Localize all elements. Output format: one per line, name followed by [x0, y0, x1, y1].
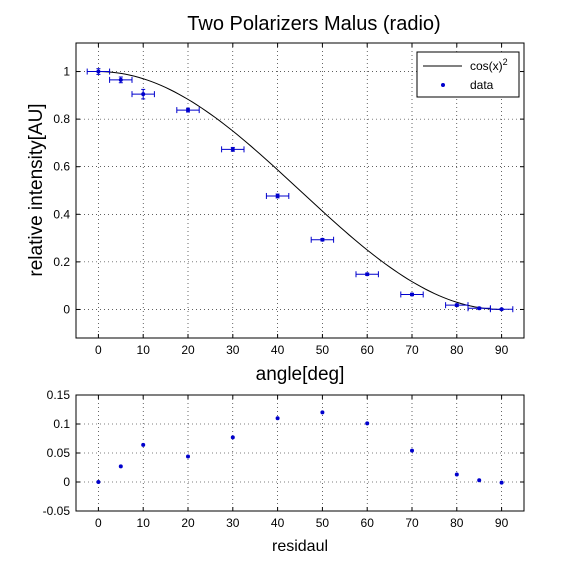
residual-x-tick-label: 10 [137, 516, 151, 530]
data-point [320, 237, 325, 242]
data-point [186, 108, 190, 113]
residual-point [320, 410, 325, 415]
residual-x-tick-label: 60 [361, 516, 375, 530]
residual-point [186, 454, 190, 459]
main-x-tick-label: 60 [361, 343, 375, 357]
data-point [230, 147, 235, 152]
data-point [141, 92, 146, 97]
main-x-tick-label: 70 [405, 343, 419, 357]
main-x-axis-label: angle[deg] [256, 364, 345, 385]
main-y-tick-label: 0.6 [53, 160, 70, 174]
legend-model-label: cos(x)2 [470, 57, 508, 73]
model-curve [98, 71, 502, 310]
residual-y-tick-label: 0 [63, 475, 70, 489]
residual-y-tick-label: 0.05 [47, 446, 71, 460]
residual-plot-grid [76, 394, 524, 512]
legend-data-label: data [470, 78, 494, 92]
residual-point [499, 480, 504, 485]
main-plot-grid [76, 43, 524, 338]
model-curve-group [98, 71, 502, 310]
data-point [118, 77, 123, 82]
data-point [454, 303, 459, 308]
main-x-tick-label: 40 [271, 343, 285, 357]
residual-y-tick-label: 0.15 [47, 388, 71, 402]
chart-title: Two Polarizers Malus (radio) [187, 13, 440, 35]
residual-plot-axes: 0 10 20 30 40 50 60 70 80 90 -0.05 0 0.05 0.1 0.15 [43, 388, 525, 530]
data-point [499, 307, 504, 312]
residual-y-tick-label: -0.05 [43, 504, 71, 518]
residual-point [118, 464, 123, 469]
main-x-tick-label: 0 [95, 343, 102, 357]
main-x-tick-label: 90 [495, 343, 509, 357]
residual-point [454, 472, 459, 477]
legend-model-label-base: cos(x) [470, 59, 503, 73]
main-y-tick-label: 0.2 [53, 255, 70, 269]
residual-point [477, 478, 482, 483]
residual-x-tick-label: 70 [405, 516, 419, 530]
residual-x-tick-label: 20 [181, 516, 195, 530]
data-point [96, 69, 101, 74]
main-x-tick-label: 30 [226, 343, 240, 357]
main-y-tick-label: 0 [63, 302, 70, 316]
residual-point [230, 435, 235, 440]
main-y-axis-label: relative intensity[AU] [26, 103, 47, 276]
residual-x-tick-label: 50 [316, 516, 330, 530]
data-point [410, 292, 414, 297]
main-y-tick-label: 1 [63, 65, 70, 79]
data-points-group [86, 68, 514, 313]
data-point [477, 306, 482, 311]
residual-point [141, 442, 146, 447]
legend-box [416, 51, 520, 98]
legend-data-marker [441, 83, 445, 87]
main-x-tick-label: 10 [137, 343, 151, 357]
residual-point [365, 421, 370, 426]
legend-model-label-exponent: 2 [503, 57, 508, 67]
main-x-tick-label: 80 [450, 343, 464, 357]
main-y-tick-label: 0.8 [53, 112, 70, 126]
residual-plot-ticks: 0 10 20 30 40 50 60 70 80 90 -0.05 0 0.05 0.1 0.15 [43, 388, 524, 530]
main-y-tick-label: 0.4 [53, 207, 70, 221]
residual-y-tick-label: 0.1 [53, 417, 70, 431]
residual-point [275, 416, 280, 421]
residual-x-tick-label: 0 [95, 516, 102, 530]
residual-x-tick-label: 40 [271, 516, 285, 530]
data-point [275, 193, 280, 198]
residual-point [410, 448, 414, 453]
main-plot-ticks: 0 10 20 30 40 50 60 70 80 90 0 0.2 0.4 0.6 0.8 1 [53, 43, 524, 357]
legend: cos(x)2 data [416, 51, 520, 98]
residual-x-axis-label: residaul [272, 538, 328, 555]
residual-x-tick-label: 30 [226, 516, 240, 530]
residual-x-tick-label: 80 [450, 516, 464, 530]
data-point [365, 272, 370, 277]
residual-points-group [96, 410, 504, 485]
main-x-tick-label: 50 [316, 343, 330, 357]
residual-x-tick-label: 90 [495, 516, 509, 530]
residual-point [96, 480, 101, 484]
main-x-tick-label: 20 [181, 343, 195, 357]
